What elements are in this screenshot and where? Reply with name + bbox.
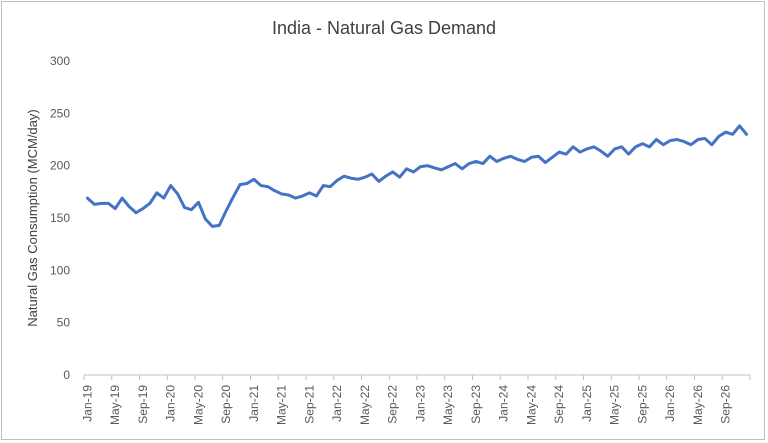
series-line bbox=[85, 124, 749, 228]
x-tick-label: Sep-26 bbox=[719, 385, 733, 424]
x-tick-label: Jan-22 bbox=[330, 385, 344, 422]
x-tick-label: Jan-25 bbox=[580, 385, 594, 422]
x-tick-label: Jan-26 bbox=[663, 385, 677, 422]
x-tick-label: Sep-19 bbox=[136, 385, 150, 424]
y-axis: 0 50 100 150 200 250 300 bbox=[50, 54, 70, 382]
x-tick-label: Sep-22 bbox=[386, 385, 400, 424]
x-tick-label: Sep-20 bbox=[219, 385, 233, 424]
chart-title: India - Natural Gas Demand bbox=[272, 18, 496, 38]
x-tick-label: May-22 bbox=[358, 385, 372, 425]
x-tick-label: Jan-24 bbox=[497, 385, 511, 422]
y-axis-title: Natural Gas Consumption (MCM/day) bbox=[25, 109, 40, 326]
x-tick-label: May-25 bbox=[608, 385, 622, 425]
x-tick-label: Jan-20 bbox=[164, 385, 178, 422]
x-tick-label: May-26 bbox=[691, 385, 705, 425]
series bbox=[85, 124, 749, 228]
x-tick-label: Jan-19 bbox=[80, 385, 94, 422]
y-tick-label: 0 bbox=[63, 368, 70, 382]
x-tick-label: May-19 bbox=[108, 385, 122, 425]
x-axis: Jan-19 May-19 Sep-19 Jan-20 May-20 Sep-20 Jan-… bbox=[80, 374, 751, 425]
x-tick-label: May-20 bbox=[191, 385, 205, 425]
x-tick-label: Jan-21 bbox=[247, 385, 261, 422]
x-tick-label: Sep-23 bbox=[469, 385, 483, 424]
y-tick-label: 300 bbox=[50, 54, 70, 68]
x-tick-label: May-24 bbox=[524, 385, 538, 425]
x-tick-label: Sep-25 bbox=[635, 385, 649, 424]
y-tick-label: 250 bbox=[50, 106, 70, 120]
x-tick-label: May-21 bbox=[275, 385, 289, 425]
x-tick-label: Jan-23 bbox=[413, 385, 427, 422]
y-tick-label: 100 bbox=[50, 263, 70, 277]
y-tick-label: 50 bbox=[57, 316, 71, 330]
x-tick-label: May-23 bbox=[441, 385, 455, 425]
x-tick-label: Sep-21 bbox=[302, 385, 316, 424]
y-tick-label: 200 bbox=[50, 159, 70, 173]
x-tick-label: Sep-24 bbox=[552, 385, 566, 424]
y-tick-label: 150 bbox=[50, 211, 70, 225]
